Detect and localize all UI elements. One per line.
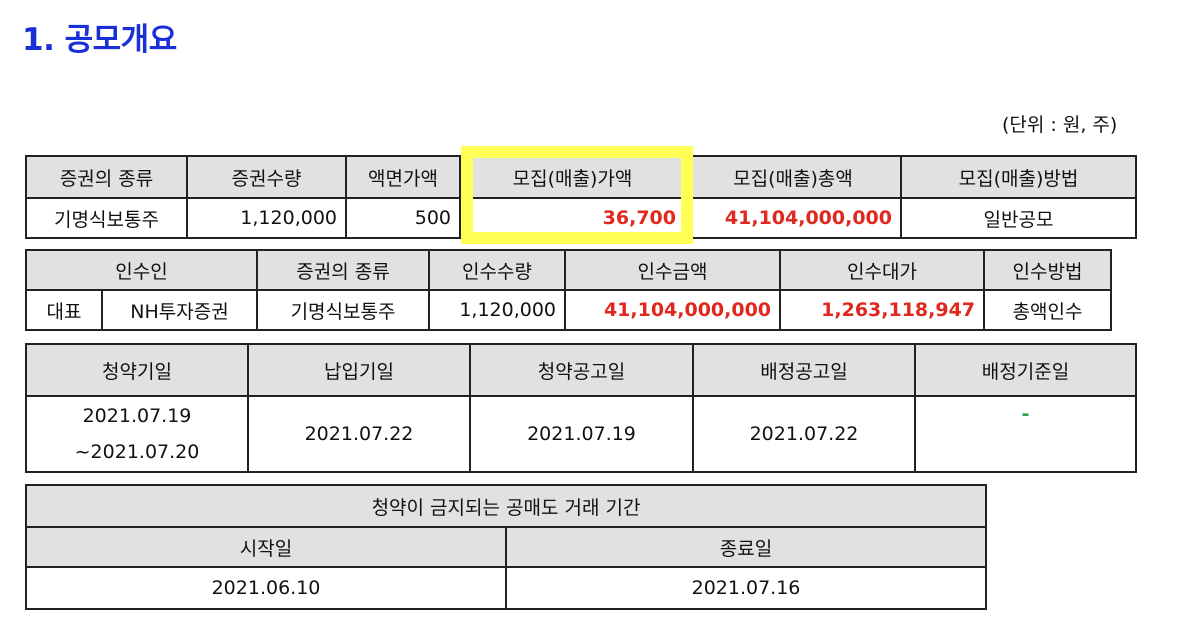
header-offering-method: 모집(매출)방법 <box>900 155 1137 199</box>
header-underwriting-method: 인수방법 <box>983 249 1113 291</box>
header-allocation-notice-date: 배정공고일 <box>692 343 916 397</box>
cell-subscription-notice-date: 2021.07.19 <box>469 395 694 473</box>
header-security-type: 증권의 종류 <box>256 249 431 291</box>
unit-note: (단위 : 원, 주) <box>1002 114 1118 136</box>
short-selling-title: 청약이 금지되는 공매도 거래 기간 <box>24 484 988 528</box>
short-selling-table: 청약이 금지되는 공매도 거래 기간 시작일 종료일 2021.06.10 20… <box>24 484 988 610</box>
cell-offering-method: 일반공모 <box>900 197 1137 239</box>
section-title: 1. 공모개요 <box>22 22 177 58</box>
cell-allocation-base-date: - <box>914 395 1137 473</box>
header-end-date: 종료일 <box>504 526 988 568</box>
subscription-start: 2021.07.19 <box>82 405 192 427</box>
header-underwriter: 인수인 <box>24 249 259 291</box>
cell-underwriting-method: 총액인수 <box>983 289 1113 331</box>
allocation-base-date-value: - <box>1021 403 1030 425</box>
cell-start-date: 2021.06.10 <box>25 566 507 610</box>
subscription-end: ~2021.07.20 <box>74 441 200 463</box>
cell-quantity: 1,120,000 <box>186 197 347 239</box>
header-offering-total: 모집(매출)총액 <box>684 155 902 199</box>
cell-subscription-period: 2021.07.19 ~2021.07.20 <box>25 395 249 473</box>
cell-offering-total: 41,104,000,000 <box>684 197 902 239</box>
header-subscription-notice-date: 청약공고일 <box>469 343 694 397</box>
header-security-type: 증권의 종류 <box>25 155 188 199</box>
cell-underwriting-fee: 1,263,118,947 <box>779 289 986 331</box>
cell-underwriter-name: NH투자증권 <box>100 289 259 331</box>
header-start-date: 시작일 <box>25 526 507 568</box>
cell-par-value: 500 <box>345 197 461 239</box>
header-offering-price: 모집(매출)가액 <box>459 155 686 199</box>
schedule-table: 청약기일 납입기일 청약공고일 배정공고일 배정기준일 2021.07.19 ~… <box>25 343 1137 473</box>
cell-underwriting-amount: 41,104,000,000 <box>564 289 782 331</box>
cell-lead-label: 대표 <box>25 289 103 331</box>
cell-underwriting-quantity: 1,120,000 <box>428 289 567 331</box>
header-allocation-base-date: 배정기준일 <box>914 343 1137 397</box>
cell-payment-date: 2021.07.22 <box>247 395 471 473</box>
cell-security-type: 기명식보통주 <box>256 289 431 331</box>
underwriting-table: 인수인 증권의 종류 인수수량 인수금액 인수대가 인수방법 대표 NH투자증권… <box>24 249 1113 331</box>
header-payment-date: 납입기일 <box>247 343 471 397</box>
header-underwriting-amount: 인수금액 <box>564 249 782 291</box>
header-subscription-date: 청약기일 <box>25 343 249 397</box>
header-quantity: 증권수량 <box>186 155 347 199</box>
header-underwriting-fee: 인수대가 <box>779 249 986 291</box>
cell-allocation-notice-date: 2021.07.22 <box>692 395 916 473</box>
cell-offering-price: 36,700 <box>459 197 686 239</box>
cell-end-date: 2021.07.16 <box>504 566 988 610</box>
header-underwriting-quantity: 인수수량 <box>428 249 567 291</box>
header-par-value: 액면가액 <box>345 155 461 199</box>
cell-security-type: 기명식보통주 <box>25 197 188 239</box>
offering-table: 증권의 종류 증권수량 액면가액 모집(매출)가액 모집(매출)총액 모집(매출… <box>25 155 1137 239</box>
